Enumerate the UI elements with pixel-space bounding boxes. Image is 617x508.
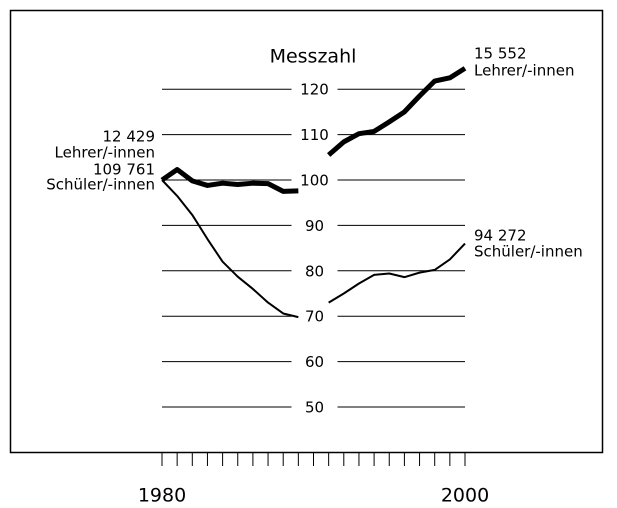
y-tick-label: 110 (300, 126, 329, 144)
x-tick-label: 2000 (441, 485, 489, 505)
y-tick-label: 50 (305, 399, 324, 417)
chart-title: Messzahl (270, 46, 357, 68)
start-name-label: Lehrer/-innen (55, 144, 155, 162)
y-tick-label: 80 (305, 262, 324, 280)
end-value-label: 15 552 (474, 45, 527, 63)
line-series (161, 179, 466, 319)
end-name-label: Schüler/-innen (474, 243, 583, 261)
y-tick-label: 90 (305, 217, 324, 235)
frame (9, 9, 604, 454)
y-tick-label: 100 (300, 172, 329, 190)
start-name-label: Schüler/-innen (46, 176, 155, 194)
end-name-label: Lehrer/-innen (474, 62, 574, 80)
y-tick-label: 60 (305, 353, 324, 371)
start-value-label: 109 761 (93, 161, 155, 179)
end-value-label: 94 272 (474, 227, 527, 245)
y-tick-label: 70 (305, 308, 324, 326)
start-value-label: 12 429 (103, 128, 156, 146)
y-tick-label: 120 (300, 81, 329, 99)
x-tick-label: 1980 (138, 485, 186, 505)
line-series (160, 66, 467, 194)
